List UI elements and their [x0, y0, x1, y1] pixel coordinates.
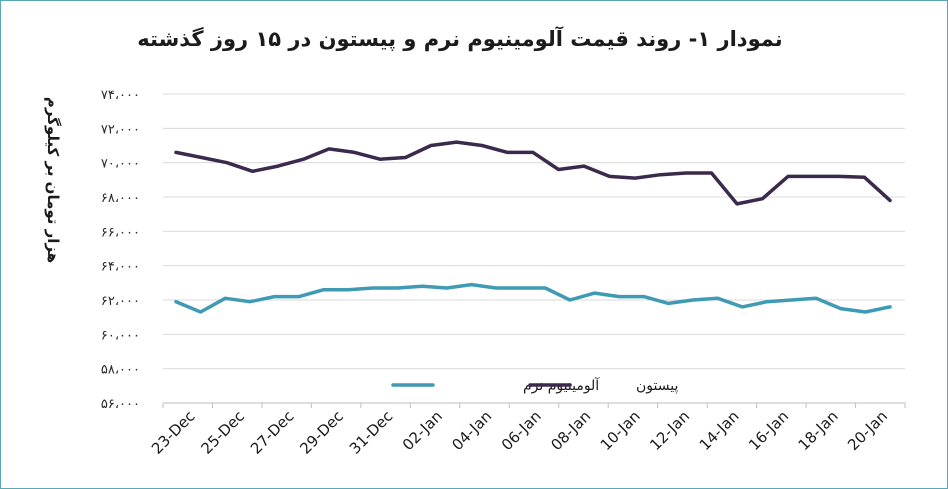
y-tick-label: ۶۲،۰۰۰: [101, 294, 140, 309]
y-tick-label: ۶۸،۰۰۰: [101, 191, 140, 206]
x-tick-label: 29-Dec: [296, 407, 347, 458]
x-tick-label: 31-Dec: [346, 407, 397, 458]
x-tick-label: 18-Jan: [795, 407, 842, 454]
y-tick-label: ۵۶،۰۰۰: [101, 397, 140, 412]
aluminium-series-line: [174, 282, 892, 314]
x-tick-label: 16-Jan: [745, 407, 792, 454]
x-tick-label: 02-Jan: [399, 407, 446, 454]
y-tick-label: ۵۸،۰۰۰: [101, 363, 140, 378]
y-tick-label: ۷۰،۰۰۰: [101, 157, 140, 172]
x-tick-label: 08-Jan: [547, 407, 594, 454]
chart-title: نمودار ۱- روند قیمت آلومینیوم نرم و پیست…: [137, 26, 782, 51]
y-tick-label: ۷۲،۰۰۰: [101, 122, 140, 137]
legend: آلومینیوم نرم پیستون: [391, 377, 678, 394]
x-tick-label: 25-Dec: [197, 407, 248, 458]
x-tick-label: 12-Jan: [646, 407, 693, 454]
piston-series-line: [174, 140, 892, 206]
y-tick-label: ۶۴،۰۰۰: [101, 260, 140, 275]
y-tick-labels: ۵۶،۰۰۰ ۵۸،۰۰۰ ۶۰،۰۰۰ ۶۲،۰۰۰ ۶۴،۰۰۰ ۶۶،۰۰۰ ۶۸،۰…: [101, 88, 140, 412]
x-tick-label: 23-Dec: [148, 407, 199, 458]
x-tick-label: 20-Jan: [844, 407, 891, 454]
x-tick-label: 27-Dec: [247, 407, 298, 458]
y-axis-label: هزار تومان بر کیلوگرم: [44, 97, 62, 263]
x-axis: [162, 402, 906, 408]
x-tick-label: 14-Jan: [696, 407, 743, 454]
x-tick-label: 10-Jan: [597, 407, 644, 454]
gridlines: [163, 93, 905, 370]
x-tick-label: 06-Jan: [498, 407, 545, 454]
series-lines: [174, 140, 892, 314]
y-tick-label: ۶۶،۰۰۰: [101, 225, 140, 240]
legend-label-piston: پیستون: [636, 378, 678, 394]
x-tick-label: 04-Jan: [448, 407, 495, 454]
y-tick-label: ۶۰،۰۰۰: [101, 328, 140, 343]
y-tick-label: ۷۴،۰۰۰: [101, 88, 140, 103]
